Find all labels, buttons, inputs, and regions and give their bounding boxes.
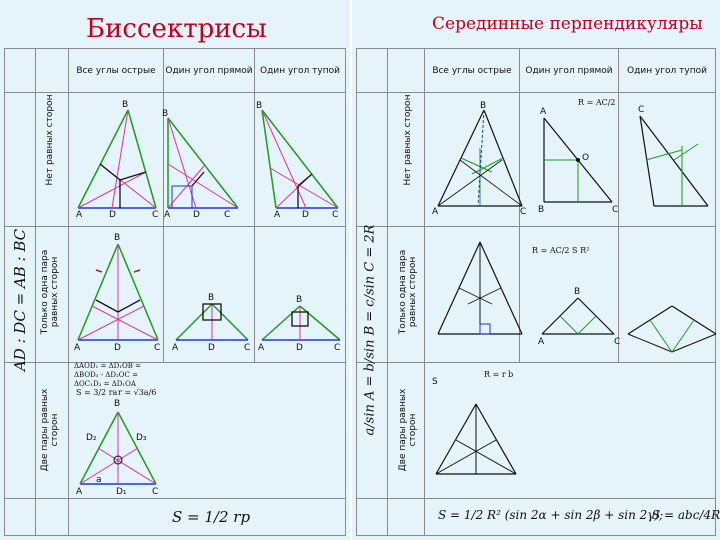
label-a: A	[164, 210, 171, 220]
label-s: S	[432, 377, 438, 387]
equilateral-formula: R = r b	[484, 370, 514, 379]
label-d: D	[296, 343, 303, 353]
label-d2: D₂	[86, 433, 97, 443]
label-b: B	[122, 100, 128, 110]
label-d: D	[208, 343, 215, 353]
perp-bisector-diagrams: A B C A B C O C	[432, 101, 717, 475]
right-scalene-triangle: A B C D	[162, 109, 239, 220]
label-b: B	[162, 109, 168, 119]
obtuse-scalene-triangle: A B C D	[256, 101, 339, 220]
label-a: A	[274, 210, 281, 220]
label-c: C	[638, 105, 644, 115]
equilateral-circumcenter-triangle: S	[432, 377, 517, 475]
obtuse-isosceles-triangle: A B C D	[258, 295, 341, 353]
perp-bisectors-table: Все углы острые Один угол прямой Один уг…	[356, 48, 716, 536]
abc-area-formula: S = abc/4R	[652, 508, 720, 522]
row-header-column	[35, 48, 69, 93]
label-c: C	[152, 210, 158, 220]
column-header-right: Один угол прямой	[163, 48, 255, 93]
acute-isosceles-triangle: A B C D	[74, 233, 160, 353]
sine-area-formula: S = 1/2 R² (sin 2α + sin 2β + sin 2γ);	[438, 508, 664, 522]
label-c: C	[334, 343, 340, 353]
label-b: B	[114, 399, 120, 409]
label-d: D	[109, 210, 116, 220]
column-header-acute: Все углы острые	[424, 48, 520, 93]
equilateral-triangle: A B C D₁ D₂ D₃ a	[76, 399, 158, 497]
perpendicular-bisectors-panel: Серединные перпендикуляры Все углы остры…	[352, 0, 720, 540]
label-b: B	[296, 295, 302, 305]
r-small-formula: r = √3a/6	[118, 388, 157, 397]
isosceles-circumcenter-triangle	[437, 241, 523, 335]
acute-scalene-triangle: A B C D	[76, 100, 158, 220]
right-isosceles-circumcenter: A B C	[538, 287, 620, 347]
obtuse-circumcenter-triangle: C	[638, 105, 709, 207]
bisectors-panel: Биссектрисы Все углы острые Один угол пр…	[0, 0, 350, 540]
r-area-formula: R = AC/2 S R²	[532, 246, 590, 255]
label-b: B	[114, 233, 120, 243]
label-a: A	[540, 107, 547, 117]
label-b: B	[480, 101, 486, 111]
label-a: A	[172, 343, 179, 353]
r-half-formula: R = AC/2	[578, 98, 616, 107]
label-d: D	[302, 210, 309, 220]
perp-bisectors-title: Серединные перпендикуляры	[432, 14, 703, 34]
label-c: C	[332, 210, 338, 220]
congruence-note: ΔAOD₁ = ΔD₁OB = ΔBOD₃ - ΔD₂OC = ΔOC₁D₃ =…	[74, 362, 142, 388]
right-isosceles-triangle: A B C D	[172, 293, 250, 353]
label-c: C	[614, 337, 620, 347]
obtuse-isosceles-circumcenter	[627, 305, 717, 353]
column-header-obtuse: Один угол тупой	[618, 48, 716, 93]
right-circumcenter-triangle: A B C O	[538, 107, 618, 215]
label-d1: D₁	[116, 487, 127, 497]
label-b: B	[574, 287, 580, 297]
label-d: D	[193, 210, 200, 220]
label-a: A	[76, 487, 83, 497]
label-c: C	[154, 343, 160, 353]
acute-circumcenter-triangle: A B C	[432, 101, 526, 217]
label-a: A	[258, 343, 265, 353]
label-c: C	[244, 343, 250, 353]
label-a: A	[538, 337, 545, 347]
label-o: O	[582, 153, 589, 163]
bisector-diagrams: A B C D A B C D A	[74, 100, 341, 497]
bisectors-title: Биссектрисы	[86, 14, 267, 44]
label-a: A	[432, 207, 439, 217]
label-side-a: a	[96, 475, 102, 485]
label-b: B	[208, 293, 214, 303]
label-a: A	[76, 210, 83, 220]
label-c: C	[612, 205, 618, 215]
label-c: C	[224, 210, 230, 220]
label-c: C	[520, 207, 526, 217]
area-small-formula: S = 3/2 ra	[76, 388, 118, 397]
label-d: D	[114, 343, 121, 353]
label-c: C	[152, 487, 158, 497]
formula-column	[4, 48, 36, 93]
incircle-area-formula: S = 1/2 rp	[172, 508, 251, 526]
label-a: A	[74, 343, 81, 353]
label-d3: D₃	[136, 433, 147, 443]
label-b: B	[256, 101, 262, 111]
label-b: B	[538, 205, 544, 215]
